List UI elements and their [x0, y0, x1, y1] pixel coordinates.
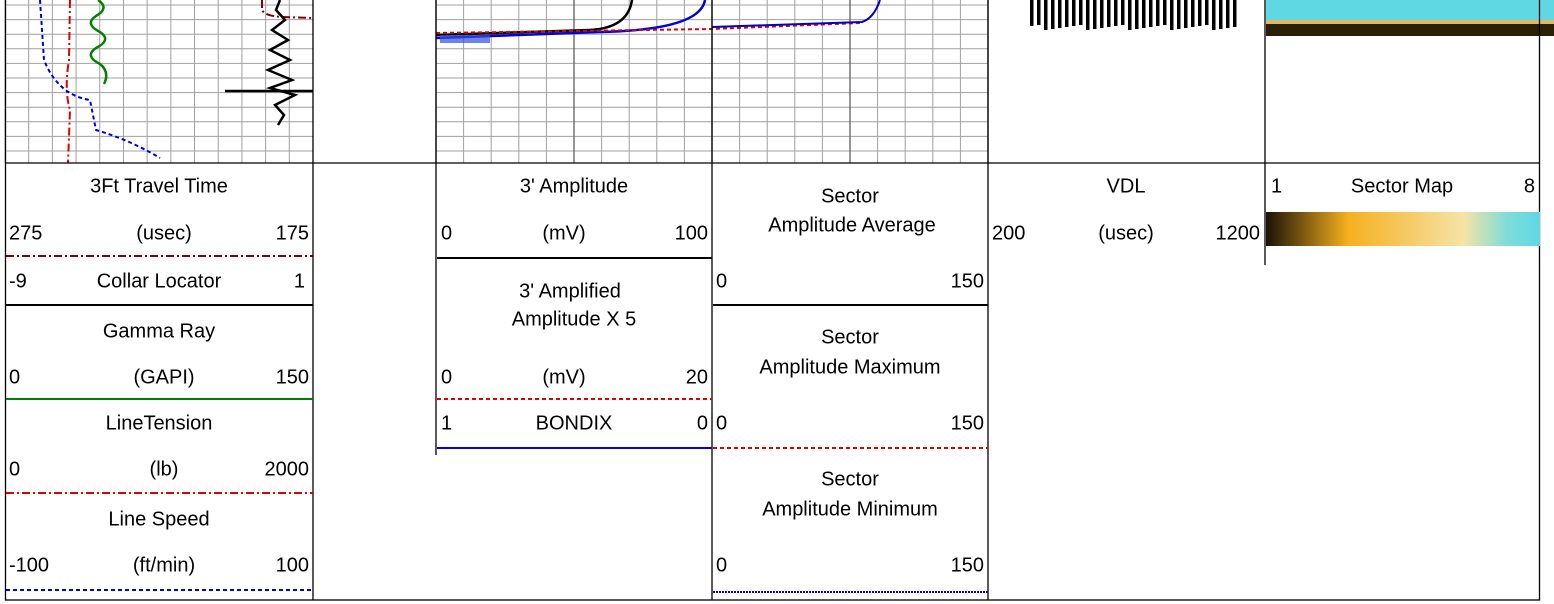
vdl-stripe [1065, 0, 1069, 27]
unit: (usec) [1098, 222, 1154, 244]
scale-right: 150 [951, 412, 984, 434]
vdl-stripe [1051, 0, 1055, 29]
vdl-stripe [1142, 0, 1146, 28]
scale-left: 0 [9, 366, 20, 388]
scale-left: 0 [441, 222, 452, 244]
vdl-stripe [1219, 0, 1223, 29]
scale-left: 0 [716, 412, 727, 434]
vdl-stripe [1128, 0, 1132, 30]
vdl-stripe [1233, 0, 1237, 27]
scale-left: 0 [441, 366, 452, 388]
scale-right: 8 [1524, 175, 1535, 197]
scale-right: 150 [951, 270, 984, 292]
unit: (usec) [136, 222, 192, 244]
curve-title: Sector [821, 326, 879, 348]
unit: (GAPI) [133, 366, 194, 388]
scale-left: -100 [9, 554, 49, 576]
vdl-stripe [1170, 0, 1174, 30]
vdl-stripe [1037, 0, 1041, 25]
curve-title: Amplitude Average [768, 214, 936, 236]
log-curves [40, 0, 880, 163]
unit: (lb) [150, 458, 179, 480]
scale-left: 1 [1271, 175, 1282, 197]
vdl-stripe [1093, 0, 1097, 29]
vdl-stripe [1114, 0, 1118, 26]
scale-left: 0 [9, 458, 20, 480]
scale-right: 1 [294, 270, 305, 292]
vdl-stripe [1107, 0, 1111, 27]
unit: (mV) [542, 222, 585, 244]
vdl-stripe [1177, 0, 1181, 29]
scale-right: 20 [686, 366, 708, 388]
curve-title: Amplitude X 5 [512, 308, 637, 330]
scale-left: 0 [716, 270, 727, 292]
vdl-stripe [1226, 0, 1230, 28]
scale-left: 1 [441, 412, 452, 434]
vdl-stripe [1044, 0, 1048, 30]
sector-map-image [1266, 0, 1554, 36]
vdl-stripe [1191, 0, 1195, 27]
scale-left: -9 [9, 270, 27, 292]
vdl-stripe [1100, 0, 1104, 28]
curve-title: Amplitude Maximum [759, 356, 940, 378]
vdl-stripe [1072, 0, 1076, 26]
unit: (ft/min) [133, 554, 195, 576]
curve-title: Line Speed [108, 508, 209, 530]
vdl-stripe [1205, 0, 1209, 25]
vdl-stripe [1163, 0, 1167, 25]
log-view: 3Ft Travel Time 275 (usec) 175 -9 Collar… [0, 0, 1554, 604]
curve-title: Amplitude Minimum [762, 498, 938, 520]
curve-title: BONDIX [536, 412, 613, 434]
vdl-image [1030, 0, 1237, 30]
vdl-stripe [1212, 0, 1216, 30]
scale-right: 100 [675, 222, 708, 244]
scale-left: 0 [716, 554, 727, 576]
curve-title: Sector [821, 185, 879, 207]
scale-right: 150 [951, 554, 984, 576]
vdl-stripe [1058, 0, 1062, 28]
curve-title: 3Ft Travel Time [90, 175, 228, 197]
scale-right: 0 [697, 412, 708, 434]
scale-right: 150 [276, 366, 309, 388]
vdl-stripe [1156, 0, 1160, 26]
vdl-stripe [1086, 0, 1090, 30]
curve-title: VDL [1107, 175, 1146, 197]
vdl-stripe [1149, 0, 1153, 27]
scale-right: 1200 [1216, 222, 1261, 244]
scale-right: 175 [276, 222, 309, 244]
curve-title: 3' Amplitude [520, 175, 628, 197]
scale-right: 2000 [265, 458, 310, 480]
curve-legend-lines [6, 212, 1540, 592]
curve-title: Gamma Ray [103, 320, 215, 342]
vdl-stripe [1184, 0, 1188, 28]
curve-title: Sector [821, 468, 879, 490]
vdl-stripe [1030, 0, 1034, 26]
curve-title: LineTension [106, 412, 213, 434]
track-grid [5, 0, 988, 163]
scale-left: 275 [9, 222, 42, 244]
unit: (mV) [542, 366, 585, 388]
vdl-stripe [1121, 0, 1125, 25]
curve-title: Sector Map [1351, 175, 1453, 197]
scale-right: 100 [276, 554, 309, 576]
vdl-stripe [1135, 0, 1139, 29]
vdl-stripe [1079, 0, 1083, 25]
curve-title: 3' Amplified [519, 280, 621, 302]
vdl-stripe [1198, 0, 1202, 26]
scale-left: 200 [992, 222, 1025, 244]
curve-title: Collar Locator [97, 270, 222, 292]
